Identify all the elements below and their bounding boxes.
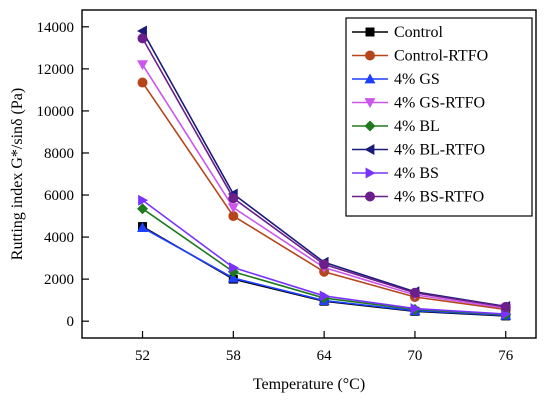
legend-label: 4% GS-RTFO — [394, 95, 485, 112]
legend-marker — [365, 50, 375, 61]
data-point — [319, 259, 330, 270]
data-point — [137, 203, 149, 215]
legend-label: Control-RTFO — [394, 48, 488, 65]
plot-frame — [81, 9, 537, 339]
legend-item: 4% GS — [352, 71, 440, 88]
legend-marker — [365, 27, 375, 37]
x-tick-label: 58 — [226, 348, 241, 364]
x-tick-label: 64 — [317, 348, 333, 364]
legend-item: 4% BS — [352, 165, 439, 182]
legend-marker — [364, 98, 376, 108]
data-point — [228, 211, 239, 222]
data-point — [228, 193, 239, 204]
data-point — [227, 272, 239, 283]
y-tick-label: 0 — [67, 314, 75, 330]
data-point — [137, 77, 148, 88]
y-tick-label: 2000 — [44, 272, 74, 288]
data-point — [410, 303, 421, 315]
legend-label: Control — [394, 24, 443, 41]
series-7 — [138, 194, 512, 320]
x-tick-label: 52 — [135, 348, 150, 364]
legend-marker — [365, 167, 376, 179]
plot-area — [81, 9, 537, 339]
legend-item: Control — [352, 24, 443, 41]
y-axis: 0 2000 4000 6000 8000 10000 12000 14000 — [37, 20, 89, 330]
y-tick-label: 14000 — [37, 20, 75, 36]
data-point — [500, 301, 511, 312]
legend-label: 4% BS-RTFO — [394, 189, 484, 206]
y-axis-title: Rutting index G*/sinδ (Pa) — [9, 88, 26, 260]
y-tick-label: 4000 — [44, 230, 74, 246]
x-axis-title: Temperature (°C) — [253, 376, 365, 393]
legend-item: 4% BL — [352, 118, 440, 135]
y-tick-label: 12000 — [37, 62, 75, 78]
data-point — [137, 222, 149, 233]
y-tick-label: 10000 — [37, 104, 75, 120]
legend-label: 4% BL — [394, 118, 440, 135]
legend-box — [345, 17, 533, 217]
data-point — [409, 287, 420, 298]
legend-label: 4% BL-RTFO — [394, 142, 485, 159]
legend-marker — [364, 144, 375, 155]
legend-item: 4% BS-RTFO — [352, 189, 484, 206]
data-point — [138, 194, 149, 206]
legend-item: 4% GS-RTFO — [352, 95, 485, 112]
y-tick-label: 8000 — [44, 146, 74, 162]
legend-label: 4% BS — [394, 165, 439, 182]
data-point — [137, 60, 149, 71]
x-tick-label: 70 — [407, 348, 422, 364]
data-point — [137, 33, 148, 44]
data-point — [228, 262, 239, 274]
series-8 — [137, 33, 511, 312]
legend-marker — [365, 191, 375, 202]
data-point — [227, 203, 239, 214]
series-layer — [137, 25, 512, 321]
x-tick-label: 76 — [498, 348, 514, 364]
x-axis: 52 58 64 70 76 — [135, 331, 514, 364]
legend-item: 4% BL-RTFO — [352, 142, 485, 159]
legend-marker — [364, 73, 376, 84]
y-tick-label: 6000 — [44, 188, 74, 204]
legend-label: 4% GS — [394, 71, 440, 88]
data-point — [319, 290, 330, 302]
legend-marker — [364, 120, 376, 132]
legend-item: Control-RTFO — [352, 48, 488, 65]
legend: Control Control-RTFO 4% GS 4% GS-RTFO 4% BL 4… — [345, 17, 533, 217]
